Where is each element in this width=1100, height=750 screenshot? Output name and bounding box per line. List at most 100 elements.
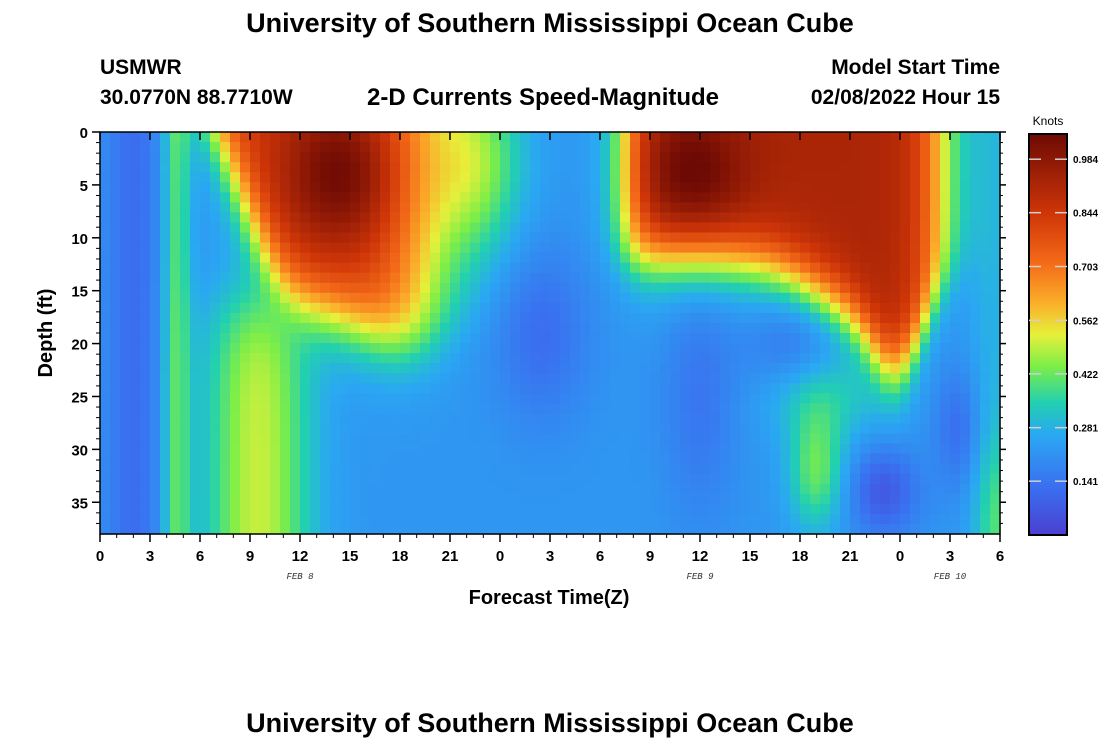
heatmap-cell bbox=[800, 423, 811, 435]
heatmap-cell bbox=[480, 152, 491, 163]
heatmap-cell bbox=[740, 473, 751, 485]
heatmap-cell bbox=[440, 433, 451, 445]
heatmap-cell bbox=[220, 383, 231, 394]
heatmap-cell bbox=[710, 473, 721, 485]
heatmap-cell bbox=[450, 292, 461, 304]
heatmap-cell bbox=[670, 142, 681, 153]
heatmap-cell bbox=[370, 393, 381, 404]
heatmap-cell bbox=[890, 212, 901, 224]
heatmap-cell bbox=[560, 132, 571, 143]
heatmap-cell bbox=[260, 503, 271, 515]
heatmap-cell bbox=[600, 272, 611, 284]
heatmap-cell bbox=[130, 413, 141, 425]
heatmap-cell bbox=[290, 152, 301, 163]
heatmap-cell bbox=[670, 242, 681, 254]
heatmap-cell bbox=[230, 292, 241, 304]
heatmap-cell bbox=[680, 483, 691, 495]
heatmap-cell bbox=[570, 423, 581, 435]
heatmap-cell bbox=[220, 132, 231, 143]
heatmap-cell bbox=[890, 423, 901, 435]
heatmap-cell bbox=[640, 393, 651, 404]
heatmap-cell bbox=[930, 493, 941, 505]
heatmap-cell bbox=[100, 513, 111, 525]
heatmap-cell bbox=[750, 282, 761, 294]
heatmap-cell bbox=[900, 443, 911, 455]
heatmap-cell bbox=[830, 383, 841, 394]
heatmap-cell bbox=[550, 242, 561, 254]
heatmap-cell bbox=[530, 413, 541, 425]
heatmap-cell bbox=[270, 503, 281, 515]
heatmap-cell bbox=[610, 453, 621, 465]
heatmap-cell bbox=[290, 162, 301, 173]
heatmap-cell bbox=[460, 262, 471, 274]
heatmap-cell bbox=[600, 443, 611, 455]
heatmap-cell bbox=[830, 463, 841, 475]
heatmap-cell bbox=[380, 353, 391, 364]
heatmap-cell bbox=[300, 232, 311, 244]
x-tick-label: 18 bbox=[392, 548, 409, 565]
heatmap-cell bbox=[960, 433, 971, 445]
heatmap-cell bbox=[410, 413, 421, 425]
heatmap-cell bbox=[450, 443, 461, 455]
heatmap-cell bbox=[150, 333, 161, 344]
heatmap-cell bbox=[220, 242, 231, 254]
heatmap-cell bbox=[390, 282, 401, 294]
heatmap-cell bbox=[380, 483, 391, 495]
heatmap-cell bbox=[310, 483, 321, 495]
heatmap-cell bbox=[780, 202, 791, 213]
heatmap-cell bbox=[920, 463, 931, 475]
heatmap-cell bbox=[800, 383, 811, 394]
heatmap-cell bbox=[270, 272, 281, 284]
heatmap-cell bbox=[240, 383, 251, 394]
x-tick-label: 12 bbox=[292, 548, 309, 565]
heatmap-cell bbox=[570, 433, 581, 445]
heatmap-cell bbox=[790, 353, 801, 364]
heatmap-cell bbox=[940, 353, 951, 364]
heatmap-cell bbox=[890, 272, 901, 284]
heatmap-cell bbox=[250, 423, 261, 435]
heatmap-cell bbox=[280, 322, 291, 334]
heatmap-cell bbox=[250, 513, 261, 525]
heatmap-cell bbox=[820, 192, 831, 203]
heatmap-cell bbox=[770, 433, 781, 445]
heatmap-cell bbox=[230, 322, 241, 334]
heatmap-cell bbox=[970, 322, 981, 334]
heatmap-cell bbox=[360, 383, 371, 394]
heatmap-cell bbox=[440, 312, 451, 324]
heatmap-cell bbox=[750, 202, 761, 213]
heatmap-cell bbox=[900, 242, 911, 254]
heatmap-cell bbox=[580, 443, 591, 455]
heatmap-cell bbox=[350, 483, 361, 495]
y-tick-label: 5 bbox=[80, 178, 88, 195]
heatmap-cell bbox=[450, 312, 461, 324]
heatmap-cell bbox=[370, 272, 381, 284]
heatmap-cell bbox=[160, 292, 171, 304]
heatmap-cell bbox=[480, 242, 491, 254]
heatmap-cell bbox=[820, 302, 831, 314]
heatmap-cell bbox=[550, 373, 561, 384]
heatmap-cell bbox=[930, 232, 941, 244]
heatmap-cell bbox=[510, 493, 521, 505]
heatmap-cell bbox=[410, 242, 421, 254]
heatmap-cell bbox=[760, 443, 771, 455]
heatmap-cell bbox=[180, 413, 191, 425]
heatmap-cell bbox=[460, 363, 471, 374]
heatmap-cell bbox=[390, 182, 401, 193]
heatmap-cell bbox=[880, 343, 891, 354]
heatmap-cell bbox=[440, 373, 451, 384]
heatmap-cell bbox=[980, 453, 991, 465]
heatmap-cell bbox=[520, 172, 531, 183]
heatmap-cell bbox=[130, 322, 141, 334]
heatmap-cell bbox=[860, 292, 871, 304]
heatmap-cell bbox=[910, 182, 921, 193]
heatmap-cell bbox=[550, 423, 561, 435]
heatmap-cell bbox=[360, 493, 371, 505]
heatmap-cell bbox=[520, 473, 531, 485]
heatmap-cell bbox=[800, 302, 811, 314]
heatmap-cell bbox=[620, 162, 631, 173]
heatmap-cell bbox=[830, 222, 841, 234]
heatmap-cell bbox=[640, 373, 651, 384]
heatmap-cell bbox=[490, 182, 501, 193]
heatmap-cell bbox=[570, 132, 581, 143]
heatmap-cell bbox=[230, 423, 241, 435]
